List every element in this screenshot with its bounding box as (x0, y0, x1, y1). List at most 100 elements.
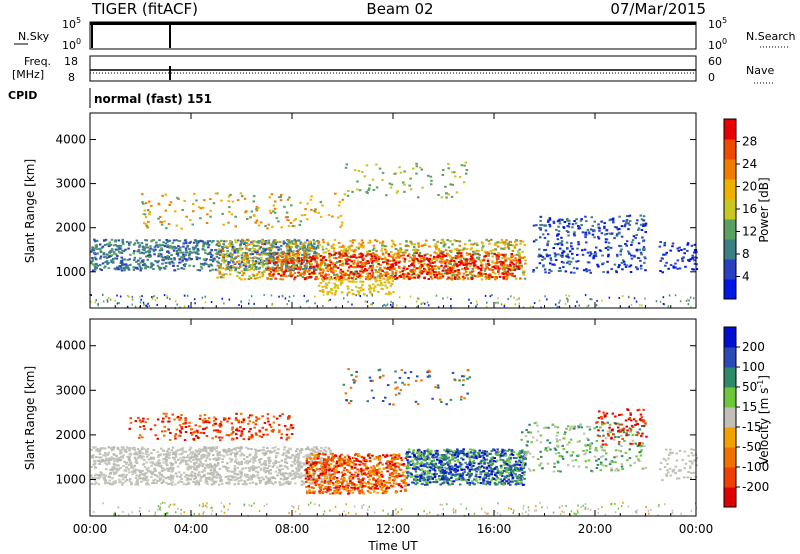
echo-cell (178, 261, 181, 264)
echo-cell (427, 269, 431, 272)
echo-cell (91, 246, 94, 249)
echo-cell (250, 268, 253, 270)
echo-cell (434, 265, 437, 268)
echo-cell (297, 254, 300, 257)
echo-cell (509, 241, 512, 243)
echo-cell (179, 246, 182, 249)
echo-cell (192, 241, 196, 244)
echo-cell (141, 246, 145, 248)
echo-cell (195, 250, 199, 253)
echo-cell (239, 454, 242, 457)
echo-cell (619, 250, 622, 253)
echo-cell (194, 449, 198, 452)
echo-cell (547, 220, 550, 223)
echo-cell (466, 253, 469, 256)
echo-cell (339, 275, 343, 278)
echo-cell (438, 257, 441, 260)
echo-cell (193, 472, 197, 475)
echo-cell (185, 242, 188, 245)
echo-cell (248, 243, 251, 246)
echo-cell (327, 479, 330, 482)
echo-cell (342, 244, 345, 247)
echo-cell (500, 263, 503, 266)
echo-cell (144, 266, 147, 269)
echo-cell (450, 304, 452, 307)
echo-cell (338, 246, 341, 249)
echo-cell (390, 283, 394, 285)
echo-cell (358, 266, 362, 269)
echo-cell (238, 276, 241, 279)
echo-cell (608, 296, 611, 299)
echo-cell (274, 239, 277, 241)
echo-cell (229, 252, 232, 255)
echo-cell (253, 457, 257, 460)
echo-cell (440, 261, 443, 264)
echo-cell (309, 460, 313, 463)
echo-cell (404, 249, 407, 252)
echo-cell (236, 446, 239, 449)
echo-cell (202, 449, 205, 452)
echo-cell (471, 256, 474, 259)
echo-cell (371, 294, 374, 297)
echo-cell (366, 300, 369, 303)
echo-cell (488, 242, 491, 245)
echo-cell (237, 260, 241, 263)
echo-cell (261, 264, 265, 267)
echo-cell (489, 295, 492, 298)
echo-cell (561, 218, 564, 221)
echo-cell (98, 456, 101, 459)
echo-cell (338, 278, 341, 281)
echo-cell (443, 269, 447, 272)
echo-cell (332, 265, 336, 268)
echo-cell (566, 297, 568, 300)
echo-cell (332, 243, 335, 246)
echo-cell (169, 257, 173, 260)
echo-cell (467, 262, 470, 265)
echo-cell (197, 206, 201, 209)
echo-cell (625, 264, 628, 267)
echo-cell (559, 299, 561, 302)
echo-cell (224, 253, 228, 256)
echo-cell (273, 263, 277, 266)
echo-cell (220, 199, 223, 202)
echo-cell (128, 242, 131, 245)
echo-cell (628, 265, 631, 268)
echo-cell (501, 268, 505, 271)
echo-cell (90, 294, 92, 296)
echo-cell (98, 263, 102, 266)
echo-cell (682, 256, 685, 259)
echo-cell (244, 267, 247, 270)
echo-cell (299, 451, 302, 454)
echo-cell (250, 210, 254, 213)
echo-cell (304, 266, 307, 269)
echo-cell (255, 266, 258, 268)
echo-cell (286, 244, 289, 247)
echo-cell (419, 271, 422, 274)
echo-cell (346, 249, 350, 252)
echo-cell (485, 262, 488, 265)
echo-cell (161, 469, 164, 472)
echo-cell (90, 260, 93, 263)
echo-cell (260, 239, 264, 242)
echo-cell (163, 294, 166, 297)
echo-cell (266, 227, 269, 230)
echo-cell (360, 255, 364, 258)
echo-cell (324, 251, 328, 254)
echo-cell (185, 483, 189, 486)
echo-cell (622, 220, 625, 223)
echo-cell (182, 471, 186, 474)
echo-cell (310, 250, 313, 252)
echo-cell (433, 276, 437, 279)
echo-cell (326, 276, 330, 279)
echo-cell (162, 453, 166, 456)
echo-cell (313, 449, 316, 452)
echo-cell (503, 246, 507, 249)
echo-cell (279, 483, 282, 486)
echo-cell (351, 277, 354, 280)
echo-cell (246, 244, 250, 246)
echo-cell (333, 253, 336, 256)
echo-cell (642, 223, 645, 226)
echo-cell (270, 278, 273, 281)
echo-cell (148, 305, 150, 307)
echo-cell (215, 476, 218, 479)
